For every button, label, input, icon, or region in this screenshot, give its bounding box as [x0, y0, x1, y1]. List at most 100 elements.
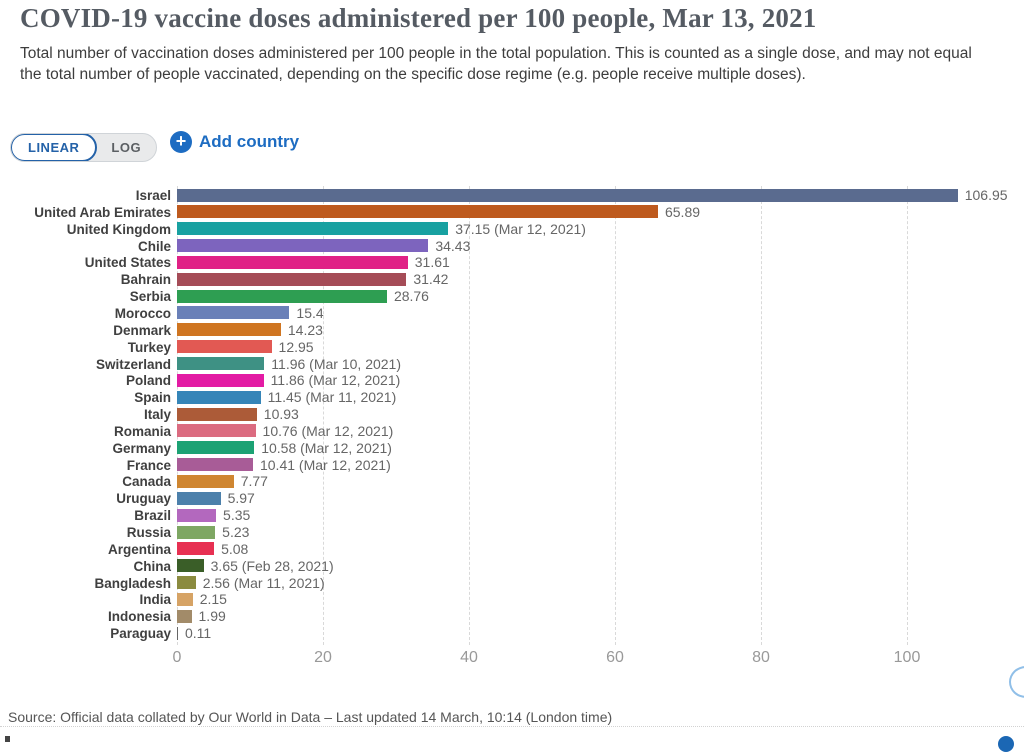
add-country-label: Add country	[199, 132, 300, 151]
bar[interactable]	[177, 222, 449, 236]
bar[interactable]	[177, 609, 192, 623]
country-label: Spain	[134, 390, 171, 406]
value-label: 65.89	[664, 203, 701, 220]
country-label: Morocco	[114, 305, 171, 321]
value-label: 0.11	[185, 625, 212, 642]
bar[interactable]	[177, 576, 196, 590]
value-label: 2.15	[199, 591, 227, 608]
value-label: 31.42	[413, 271, 449, 288]
country-label: Russia	[126, 525, 171, 540]
partial-footer-button[interactable]	[998, 736, 1014, 752]
country-label: Italy	[143, 407, 171, 423]
country-label: Uruguay	[116, 491, 171, 507]
page-subtitle: Total number of vaccination doses admini…	[20, 45, 972, 84]
x-tick-label: 0	[172, 649, 182, 666]
partial-logo-mark	[5, 736, 10, 742]
country-label: Chile	[137, 238, 171, 254]
country-label: Canada	[122, 474, 171, 490]
bar[interactable]	[177, 474, 234, 488]
gridline-80	[761, 186, 762, 645]
gridline-100	[907, 186, 908, 645]
x-tick-label: 100	[893, 649, 921, 666]
country-label: Denmark	[113, 322, 171, 338]
bar[interactable]	[177, 559, 204, 573]
country-label: Bangladesh	[94, 575, 171, 591]
add-country-button[interactable]: + Add country	[170, 131, 299, 153]
country-label: United Arab Emirates	[34, 204, 171, 220]
value-label: 34.43	[435, 237, 471, 254]
bar[interactable]	[177, 373, 264, 387]
source-line: Source: Official data collated by Our Wo…	[8, 709, 613, 725]
bar[interactable]	[177, 357, 265, 370]
page-title: COVID-19 vaccine doses administered per …	[20, 3, 817, 33]
value-label: 3.65 (Feb 28, 2021)	[210, 557, 334, 574]
gridline-60	[615, 186, 616, 645]
value-label: 106.95	[964, 187, 1008, 203]
scale-toggle: LINEAR LOG	[10, 133, 158, 162]
log-button[interactable]: LOG	[111, 140, 142, 155]
country-label: France	[126, 457, 171, 473]
bar[interactable]	[177, 525, 216, 539]
bar[interactable]	[177, 542, 215, 556]
plus-icon: +	[170, 131, 192, 153]
country-label: Argentina	[107, 541, 171, 557]
x-tick-label: 20	[314, 649, 332, 666]
value-label: 10.76 (Mar 12, 2021)	[262, 422, 394, 439]
country-label: Serbia	[129, 289, 171, 305]
country-label: Bahrain	[120, 272, 171, 288]
value-label: 5.97	[227, 490, 255, 507]
value-label: 5.23	[222, 524, 250, 540]
bar[interactable]	[177, 239, 429, 253]
value-label: 11.86 (Mar 12, 2021)	[270, 372, 401, 389]
linear-button[interactable]: LINEAR	[11, 134, 98, 161]
x-tick-label: 40	[460, 649, 478, 666]
bar-chart: 0 20 40 60 80 100 Israel 106.95 United Arab Emir…	[0, 186, 1024, 691]
value-label: 5.08	[221, 540, 249, 557]
bar[interactable]	[177, 272, 407, 286]
bar[interactable]	[177, 340, 272, 354]
value-label: 10.58 (Mar 12, 2021)	[261, 439, 392, 456]
bar[interactable]	[177, 626, 178, 640]
bar[interactable]	[177, 508, 217, 522]
country-label: Poland	[125, 373, 171, 389]
country-label: China	[133, 558, 171, 574]
bar[interactable]	[177, 441, 255, 455]
footer-divider	[0, 726, 1024, 727]
bar[interactable]	[177, 424, 256, 438]
bar[interactable]	[177, 390, 261, 404]
value-label: 5.35	[223, 507, 251, 524]
country-label: United Kingdom	[66, 221, 171, 237]
value-label: 7.77	[240, 473, 268, 490]
bar[interactable]	[177, 323, 281, 337]
value-label: 11.96 (Mar 10, 2021)	[271, 355, 402, 372]
bar[interactable]	[177, 255, 408, 269]
bar[interactable]	[177, 592, 193, 606]
country-label: Switzerland	[95, 356, 171, 372]
x-tick-label: 60	[606, 649, 624, 666]
country-label: Paraguay	[110, 626, 171, 642]
country-label: Indonesia	[107, 609, 171, 625]
bar[interactable]	[177, 491, 221, 505]
country-label: Germany	[112, 440, 171, 456]
bar[interactable]	[177, 188, 958, 202]
value-label: 15.4	[296, 304, 324, 321]
value-label: 2.56 (Mar 11, 2021)	[202, 574, 325, 591]
value-label: 10.41 (Mar 12, 2021)	[259, 456, 391, 473]
gridline-20	[323, 186, 324, 645]
bar[interactable]	[177, 458, 253, 472]
country-label: Brazil	[134, 508, 171, 524]
value-label: 10.93	[263, 406, 299, 423]
value-label: 37.15 (Mar 12, 2021)	[455, 220, 586, 237]
value-label: 1.99	[198, 608, 226, 625]
country-label: Romania	[113, 423, 171, 439]
bar[interactable]	[177, 205, 658, 219]
country-label: Turkey	[127, 339, 171, 355]
country-label: United States	[84, 255, 171, 271]
value-label: 12.95	[278, 338, 314, 355]
bar[interactable]	[177, 289, 387, 303]
bar[interactable]	[177, 306, 290, 320]
value-label: 14.23	[287, 321, 323, 338]
bar[interactable]	[177, 407, 257, 421]
country-label: Israel	[135, 188, 171, 203]
gridline-40	[469, 186, 470, 645]
